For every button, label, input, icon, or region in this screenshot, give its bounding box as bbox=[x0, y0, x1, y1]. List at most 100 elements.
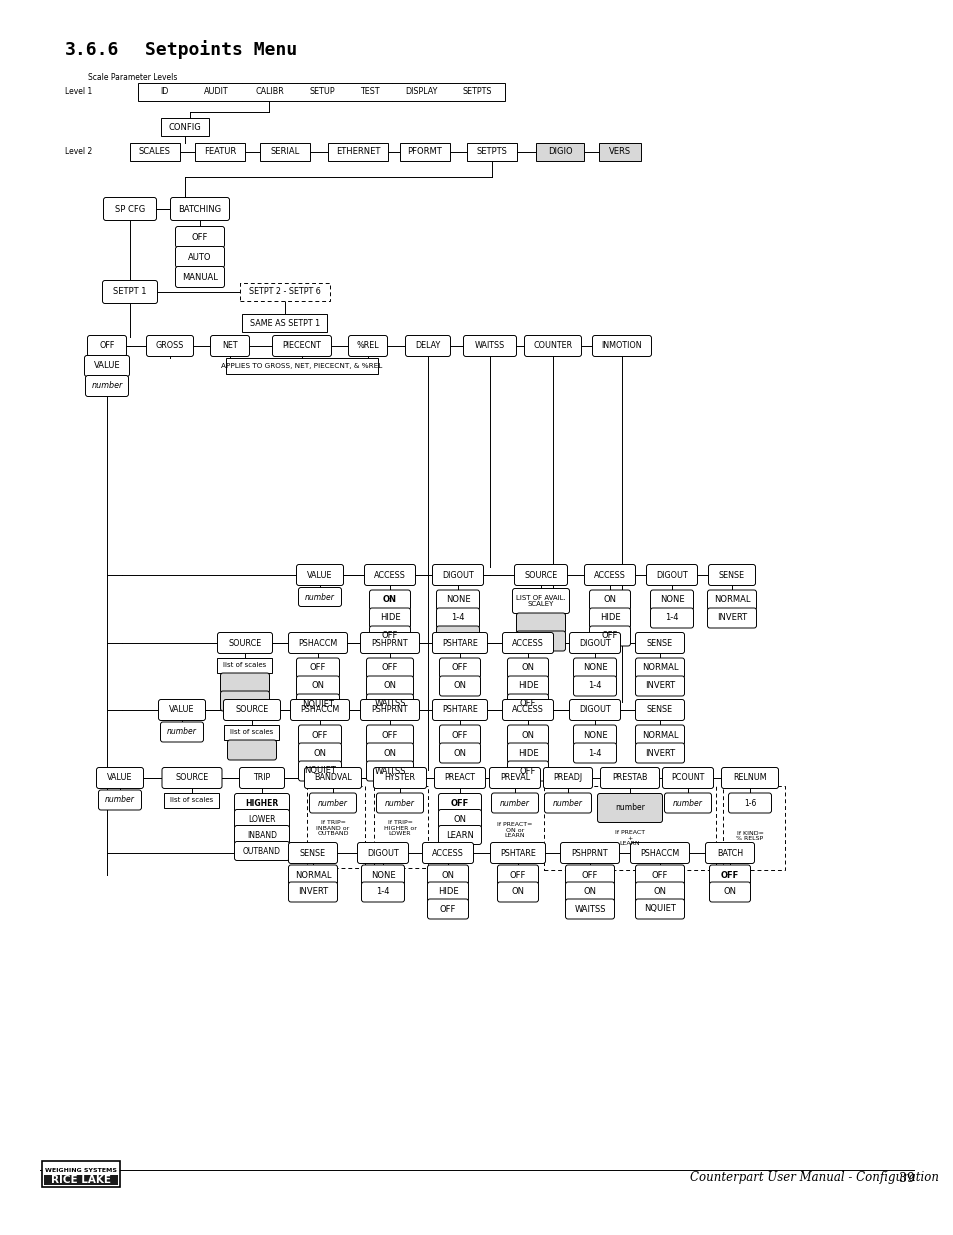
Text: SETUP: SETUP bbox=[309, 88, 335, 96]
Text: SOURCE: SOURCE bbox=[235, 705, 269, 715]
FancyBboxPatch shape bbox=[288, 864, 337, 885]
FancyBboxPatch shape bbox=[573, 676, 616, 697]
Text: 1-4: 1-4 bbox=[451, 614, 464, 622]
Bar bbox=[240, 283, 330, 301]
FancyBboxPatch shape bbox=[361, 882, 404, 902]
Text: ON: ON bbox=[382, 595, 396, 604]
Text: %REL: %REL bbox=[356, 342, 379, 351]
Text: PSHACCM: PSHACCM bbox=[300, 705, 339, 715]
Text: 39: 39 bbox=[898, 1172, 914, 1184]
Text: RELNUM: RELNUM bbox=[733, 773, 766, 783]
FancyBboxPatch shape bbox=[635, 864, 684, 885]
Text: BANDVAL: BANDVAL bbox=[314, 773, 352, 783]
FancyBboxPatch shape bbox=[147, 336, 193, 357]
Text: SOURCE: SOURCE bbox=[175, 773, 209, 783]
FancyBboxPatch shape bbox=[635, 899, 684, 919]
FancyBboxPatch shape bbox=[162, 767, 222, 788]
FancyBboxPatch shape bbox=[650, 608, 693, 629]
Text: HIDE: HIDE bbox=[437, 888, 457, 897]
Text: OFF: OFF bbox=[192, 232, 208, 242]
Text: HIDE: HIDE bbox=[517, 682, 537, 690]
Text: PREVAL: PREVAL bbox=[499, 773, 530, 783]
Text: Setpoints Menu: Setpoints Menu bbox=[145, 41, 297, 59]
FancyBboxPatch shape bbox=[427, 864, 468, 885]
Text: SERIAL: SERIAL bbox=[270, 147, 299, 157]
Text: PIECECNT: PIECECNT bbox=[282, 342, 321, 351]
FancyBboxPatch shape bbox=[635, 725, 684, 745]
Text: ON: ON bbox=[511, 888, 524, 897]
Text: SENSE: SENSE bbox=[299, 848, 326, 857]
Text: PSHPRNT: PSHPRNT bbox=[571, 848, 608, 857]
Bar bbox=[399, 143, 450, 161]
Text: DISPLAY: DISPLAY bbox=[404, 88, 436, 96]
Text: OFF: OFF bbox=[99, 342, 114, 351]
FancyBboxPatch shape bbox=[175, 247, 224, 268]
FancyBboxPatch shape bbox=[298, 725, 341, 745]
FancyBboxPatch shape bbox=[273, 336, 331, 357]
FancyBboxPatch shape bbox=[720, 767, 778, 788]
FancyBboxPatch shape bbox=[160, 722, 203, 742]
FancyBboxPatch shape bbox=[42, 1161, 120, 1187]
Text: LOWER: LOWER bbox=[248, 815, 275, 824]
Text: OFF: OFF bbox=[312, 730, 328, 740]
Text: NONE: NONE bbox=[582, 730, 607, 740]
FancyBboxPatch shape bbox=[569, 699, 619, 720]
Text: 1-4: 1-4 bbox=[588, 682, 601, 690]
Text: ACCESS: ACCESS bbox=[512, 705, 543, 715]
Bar bbox=[138, 83, 504, 101]
FancyBboxPatch shape bbox=[298, 743, 341, 763]
Text: SOURCE: SOURCE bbox=[228, 638, 261, 647]
FancyBboxPatch shape bbox=[88, 336, 127, 357]
Text: SETPT 2 - SETPT 6: SETPT 2 - SETPT 6 bbox=[249, 288, 320, 296]
Text: NONE: NONE bbox=[371, 871, 395, 879]
Text: number: number bbox=[91, 382, 123, 390]
Text: VERS: VERS bbox=[608, 147, 630, 157]
FancyBboxPatch shape bbox=[650, 590, 693, 610]
Text: ON: ON bbox=[521, 730, 534, 740]
Text: VALUE: VALUE bbox=[169, 705, 194, 715]
Text: AUDIT: AUDIT bbox=[204, 88, 228, 96]
Text: NQUIET: NQUIET bbox=[643, 904, 676, 914]
Text: APPLIES TO GROSS, NET, PIECECNT, & %REL: APPLIES TO GROSS, NET, PIECECNT, & %REL bbox=[221, 363, 382, 369]
FancyBboxPatch shape bbox=[565, 882, 614, 902]
Text: ON: ON bbox=[453, 748, 466, 757]
FancyBboxPatch shape bbox=[360, 699, 419, 720]
FancyBboxPatch shape bbox=[234, 841, 289, 861]
Text: INVERT: INVERT bbox=[644, 748, 675, 757]
Bar bbox=[467, 143, 517, 161]
FancyBboxPatch shape bbox=[705, 842, 754, 863]
Text: DIGOUT: DIGOUT bbox=[656, 571, 687, 579]
Text: OFF: OFF bbox=[581, 871, 598, 879]
Text: CONFIG: CONFIG bbox=[169, 122, 201, 131]
Text: list of scales: list of scales bbox=[223, 662, 266, 668]
FancyBboxPatch shape bbox=[296, 694, 339, 714]
Text: SOURCE: SOURCE bbox=[524, 571, 558, 579]
FancyBboxPatch shape bbox=[366, 761, 413, 781]
FancyBboxPatch shape bbox=[589, 590, 630, 610]
Text: NORMAL: NORMAL bbox=[294, 871, 331, 879]
Text: NONE: NONE bbox=[659, 595, 683, 604]
Text: SENSE: SENSE bbox=[646, 638, 673, 647]
FancyBboxPatch shape bbox=[288, 842, 337, 863]
Text: WAITSS: WAITSS bbox=[475, 342, 504, 351]
Text: ON: ON bbox=[453, 815, 466, 824]
FancyBboxPatch shape bbox=[357, 842, 408, 863]
Text: ON: ON bbox=[312, 682, 324, 690]
Text: ACCESS: ACCESS bbox=[374, 571, 406, 579]
Text: SETPTS: SETPTS bbox=[476, 147, 507, 157]
Text: WEIGHING SYSTEMS: WEIGHING SYSTEMS bbox=[45, 1168, 117, 1173]
FancyBboxPatch shape bbox=[507, 694, 548, 714]
FancyBboxPatch shape bbox=[103, 198, 156, 221]
FancyBboxPatch shape bbox=[288, 632, 347, 653]
FancyBboxPatch shape bbox=[584, 564, 635, 585]
Text: ON: ON bbox=[722, 888, 736, 897]
FancyBboxPatch shape bbox=[432, 699, 487, 720]
Text: DIGOUT: DIGOUT bbox=[441, 571, 474, 579]
Text: OFF: OFF bbox=[452, 663, 468, 673]
FancyBboxPatch shape bbox=[514, 564, 567, 585]
Text: NONE: NONE bbox=[445, 595, 470, 604]
Text: INVERT: INVERT bbox=[717, 614, 746, 622]
FancyBboxPatch shape bbox=[439, 725, 480, 745]
Text: NORMAL: NORMAL bbox=[713, 595, 749, 604]
FancyBboxPatch shape bbox=[86, 375, 129, 396]
